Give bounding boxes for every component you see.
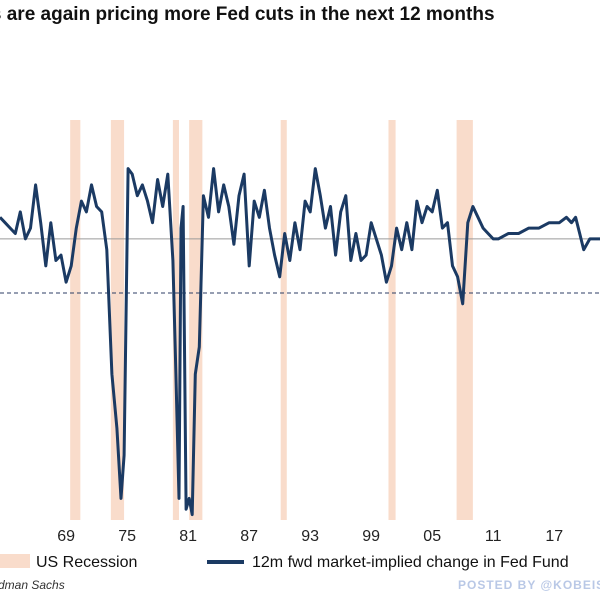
recession-band xyxy=(189,120,203,520)
legend-label-line: 12m fwd market-implied change in Fed Fun… xyxy=(252,554,569,571)
x-tick-label: 11 xyxy=(485,528,502,545)
recession-bands xyxy=(70,120,473,520)
x-tick-label: 05 xyxy=(423,528,441,545)
recession-band xyxy=(456,120,473,520)
legend: US Recession 12m fwd market-implied chan… xyxy=(0,554,569,571)
x-tick-label: 93 xyxy=(301,528,319,545)
legend-label-recession: US Recession xyxy=(36,554,137,571)
x-tick-label: 75 xyxy=(118,528,136,545)
recession-band xyxy=(388,120,396,520)
x-tick-label: 87 xyxy=(240,528,258,545)
legend-swatch-recession xyxy=(0,554,30,568)
x-tick-label: 81 xyxy=(179,528,197,545)
x-tick-label: 99 xyxy=(362,528,380,545)
x-tick-label: 17 xyxy=(545,528,563,545)
recession-band xyxy=(70,120,81,520)
watermark: POSTED BY @KOBEIS xyxy=(458,578,600,592)
source-note: dman Sachs xyxy=(0,578,65,592)
x-axis-tick-labels: 69 75 81 87 93 99 05 11 17 xyxy=(57,528,563,545)
recession-band xyxy=(280,120,287,520)
series-line xyxy=(0,167,600,517)
x-tick-label: 69 xyxy=(57,528,75,545)
recession-band xyxy=(110,120,125,520)
chart-title: ets are again pricing more Fed cuts in t… xyxy=(0,4,495,25)
